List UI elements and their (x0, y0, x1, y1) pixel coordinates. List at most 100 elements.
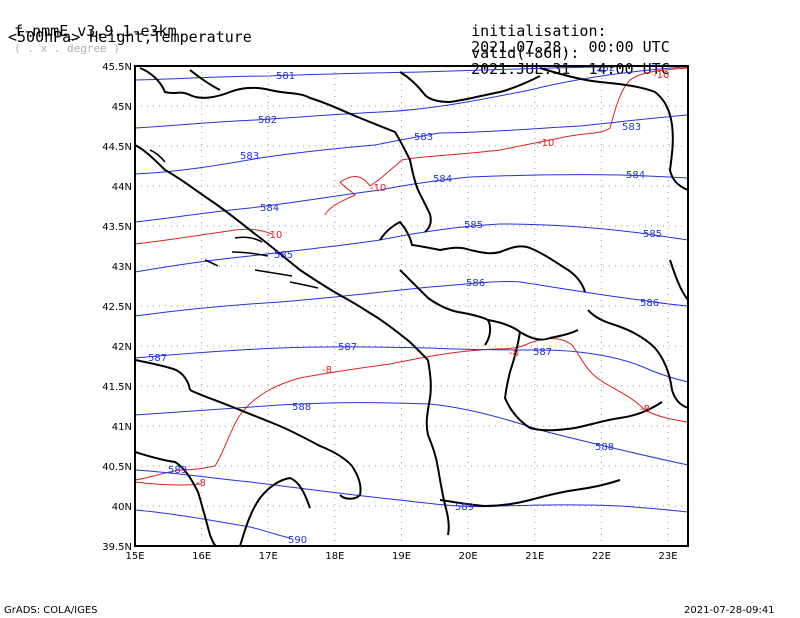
height-label: 585 (464, 220, 483, 231)
lon-tick-label: 20E (459, 551, 478, 562)
grid-lines (135, 66, 688, 546)
height-contour-584 (135, 174, 688, 223)
height-label: 585 (274, 250, 293, 261)
height-contour-590 (135, 509, 291, 539)
lat-tick-label: 41N (112, 422, 132, 433)
lat-tick-label: 44.5N (102, 142, 132, 153)
island-hvar (231, 251, 269, 257)
temp-contour-m10-loop (324, 181, 356, 216)
lon-tick-label: 22E (592, 551, 611, 562)
height-label: 584 (433, 174, 452, 185)
lon-tick-label: 23E (658, 551, 677, 562)
border-hungary (399, 71, 541, 104)
height-label: 584 (260, 203, 279, 214)
coast-italy-gulf (135, 451, 217, 546)
height-label: 589 (455, 502, 474, 513)
credit-label: GrADS: COLA/IGES (4, 605, 98, 616)
model-name: f-nmmE_v3.9.1-e3km (14, 22, 177, 40)
height-label: 588 (292, 402, 311, 413)
valid-label: valid(+86h): (471, 44, 580, 62)
border-serbia-west (469, 245, 586, 293)
border-bulgaria (587, 309, 688, 409)
init-line: initialisation: 2021.07.28. 00:00 UTC (453, 7, 670, 55)
height-label: 582 (258, 115, 277, 126)
temp-label: -10 (538, 138, 554, 149)
temp-label: -8 (196, 478, 206, 489)
lat-tick-label: 41.5N (102, 382, 132, 393)
height-label: 581 (276, 71, 295, 82)
island-korcula (254, 269, 293, 277)
lon-tick-label: 18E (325, 551, 344, 562)
height-contour-588 (135, 402, 688, 466)
temp-label: -8 (509, 348, 519, 359)
temperature-labels: -10 -10 -10 -10 -8 -8 -8 -8 (196, 70, 669, 489)
lat-tick-label: 39.5N (102, 542, 132, 553)
island-brac (234, 236, 263, 243)
temp-label: -10 (653, 70, 669, 81)
border-serbia-romania (669, 259, 688, 301)
height-label: 583 (414, 132, 433, 143)
lat-tick-label: 43.5N (102, 222, 132, 233)
lat-tick-label: 40N (112, 502, 132, 513)
height-contour-582 (135, 66, 688, 129)
height-contour-587 (135, 346, 688, 383)
lat-tick-label: 45.5N (102, 62, 132, 73)
lat-tick-label: 42.5N (102, 302, 132, 313)
coast-italy-gargano (135, 359, 191, 391)
lat-tick-label: 40.5N (102, 462, 132, 473)
lon-tick-label: 21E (525, 551, 544, 562)
temp-label: -8 (322, 365, 332, 376)
height-label: 586 (640, 298, 659, 309)
temp-contour-m8-main (135, 338, 688, 481)
units-label: ( . x . degree ) (14, 42, 121, 55)
temp-label: -8 (640, 404, 650, 415)
lon-tick-label: 17E (259, 551, 278, 562)
longitude-labels: 15E 16E 17E 18E 19E 20E 21E 22E 23E (125, 551, 677, 562)
coast-dalmatia (135, 144, 429, 361)
height-label: 583 (622, 122, 641, 133)
temp-contour-m10-west (135, 228, 273, 245)
temp-contour-m8-bottom (135, 481, 201, 486)
island-lastovo (204, 259, 219, 267)
lon-tick-label: 16E (192, 551, 211, 562)
height-label: 587 (533, 347, 552, 358)
height-label: 588 (595, 442, 614, 453)
coast-albania (425, 359, 450, 536)
init-label: initialisation: (471, 22, 607, 40)
temp-label: -10 (266, 230, 282, 241)
border-romania (539, 67, 688, 191)
island-mljet (289, 281, 319, 289)
height-label: 583 (240, 151, 259, 162)
lat-tick-label: 45N (112, 102, 132, 113)
coast-calabria (239, 476, 311, 546)
border-greece (439, 479, 621, 508)
height-contour-585 (135, 223, 688, 273)
coastlines-borders (135, 67, 688, 546)
coast-italy-apulia (189, 389, 362, 500)
border-montenegro (399, 269, 492, 346)
height-contour-589 (135, 469, 688, 513)
height-label: 589 (168, 465, 187, 476)
border-slovenia (189, 69, 221, 91)
height-contours (135, 66, 688, 539)
fields-label: <500hPa> Height,Temperature (8, 28, 252, 46)
height-label: 590 (288, 535, 307, 546)
lat-tick-label: 42N (112, 342, 132, 353)
map-frame (134, 65, 689, 547)
lon-tick-label: 15E (125, 551, 144, 562)
height-label: 587 (148, 353, 167, 364)
height-label: 587 (338, 342, 357, 353)
timestamp-label: 2021-07-28-09:41 (684, 605, 775, 616)
border-kosovo (487, 319, 579, 341)
island-krk (149, 149, 166, 163)
border-bosnia (379, 220, 471, 252)
islands (149, 149, 319, 289)
temp-label: -10 (370, 183, 386, 194)
latitude-labels: 39.5N 40N 40.5N 41N 41.5N 42N 42.5N 43N 43.5N 44N… (102, 62, 132, 553)
height-label: 582 (596, 63, 615, 74)
height-contour-586 (135, 280, 688, 317)
border-macedonia (503, 331, 663, 432)
model-title: f-nmmE_v3.9.1-e3km ( . x . degree ) (0, 7, 177, 57)
lat-tick-label: 43N (112, 262, 132, 273)
